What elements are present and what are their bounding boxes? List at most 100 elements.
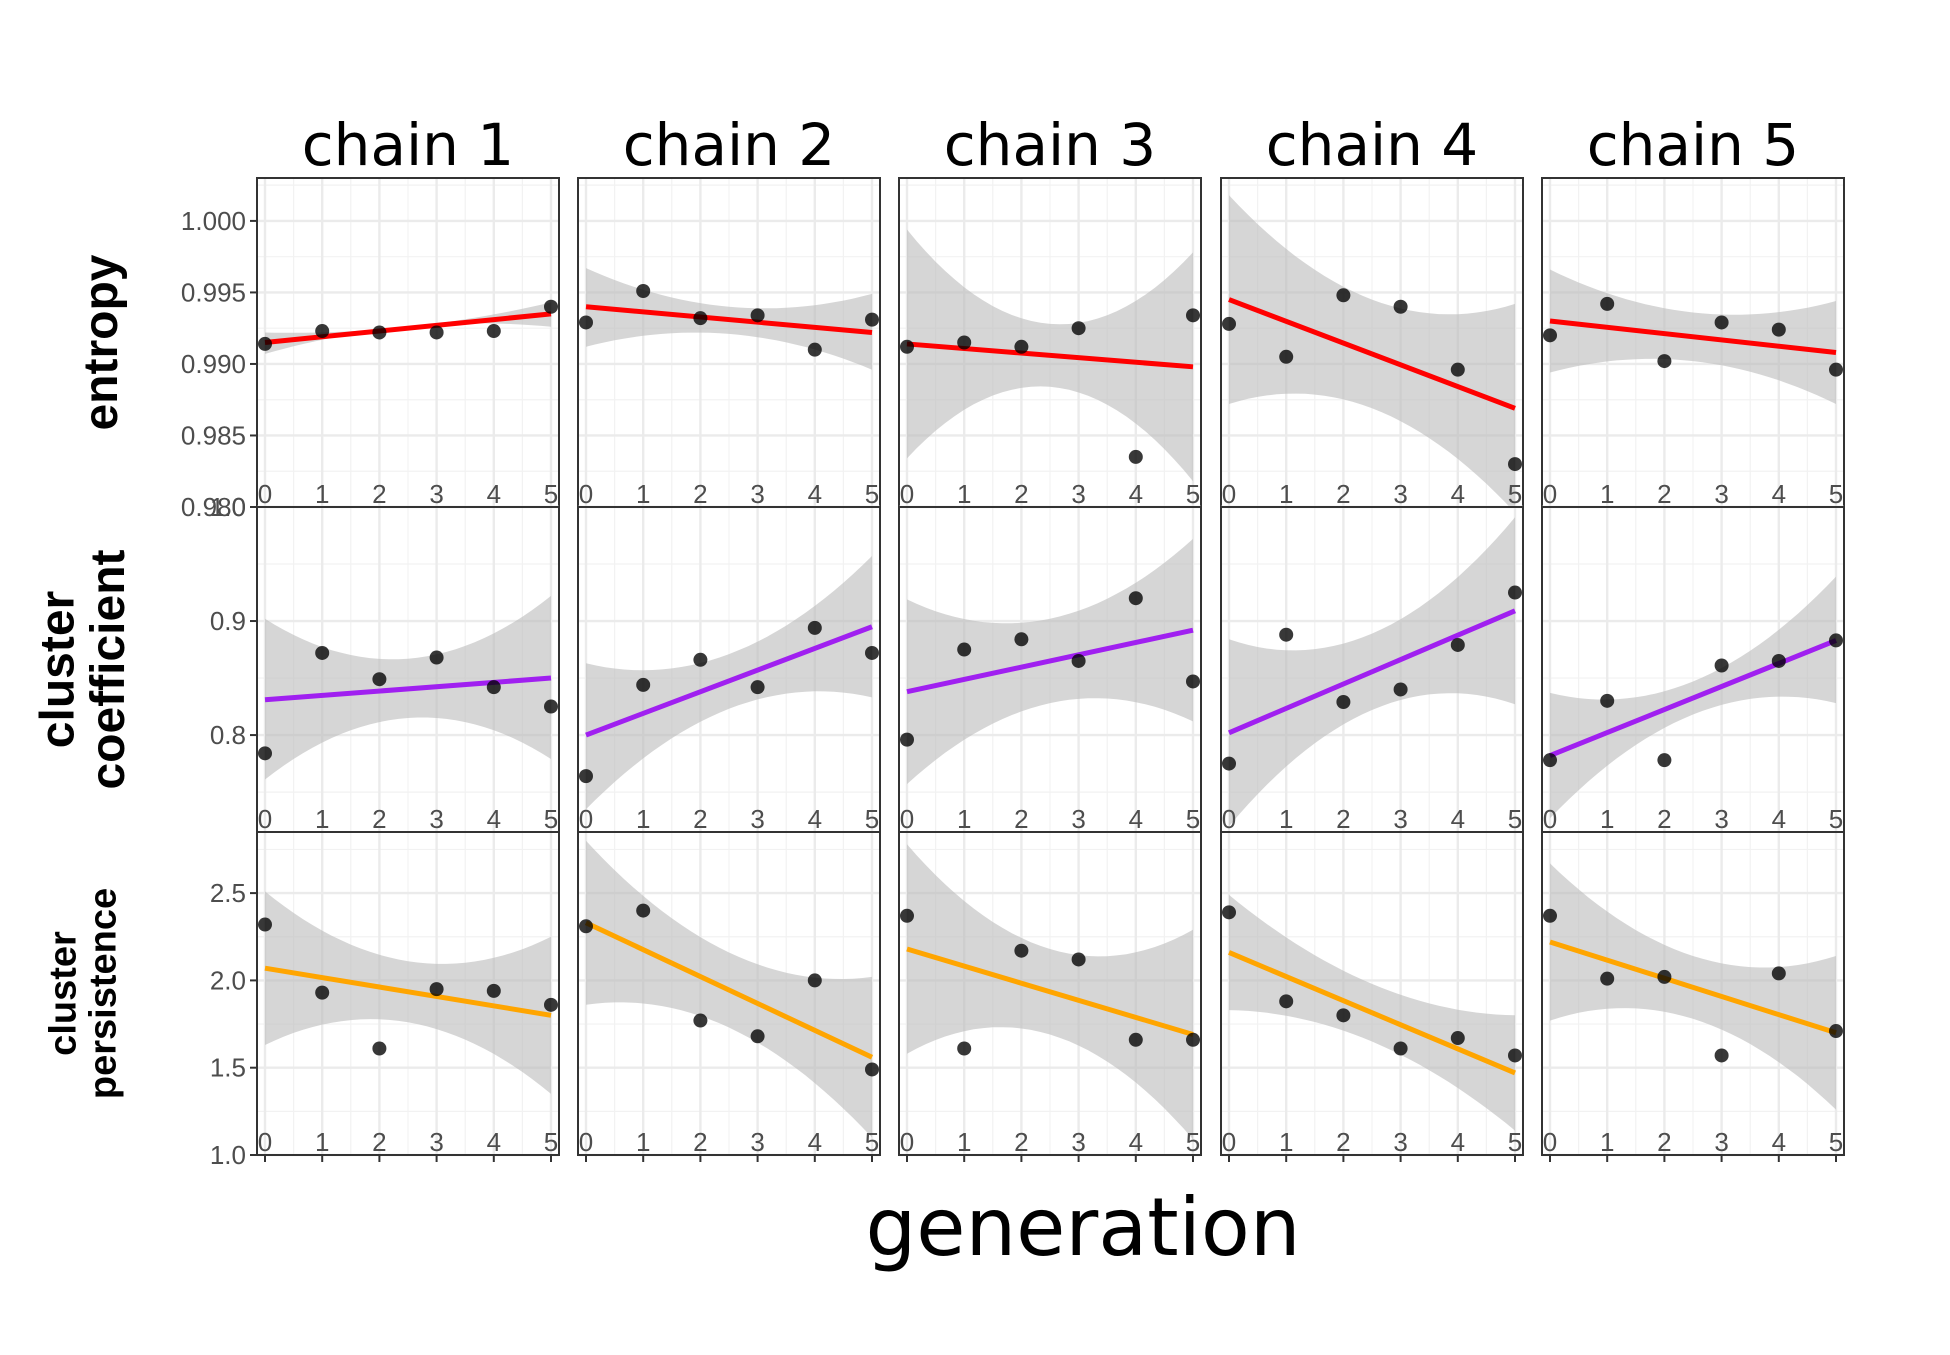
data-point xyxy=(750,308,765,323)
x-tick-label: 0 xyxy=(1222,479,1236,509)
data-point xyxy=(1771,966,1786,981)
x-tick-label: 0 xyxy=(900,1127,914,1157)
x-tick-label: 0 xyxy=(900,804,914,834)
data-point xyxy=(1450,1031,1465,1046)
y-tick-label-entropy-3: 0.995 xyxy=(181,277,246,307)
x-tick-label: 1 xyxy=(636,479,650,509)
data-point xyxy=(957,642,972,657)
x-tick-label: 1 xyxy=(636,1127,650,1157)
facet-title-chain-5: chain 5 xyxy=(1587,111,1799,179)
x-tick-label: 3 xyxy=(1071,1127,1085,1157)
row-title-cluster-persistence-line-1: cluster xyxy=(42,931,84,1056)
data-point xyxy=(900,732,914,747)
x-tick-label: 2 xyxy=(693,804,707,834)
data-point xyxy=(1508,1048,1522,1063)
regression-line xyxy=(906,341,1194,370)
x-tick-label: 5 xyxy=(865,804,879,834)
x-tick-label: 4 xyxy=(808,804,822,834)
data-point xyxy=(1014,339,1029,354)
panel-cluster-persistence-chain-1: 0 1 2 3 4 5 xyxy=(256,831,560,1162)
data-point xyxy=(1393,682,1408,697)
data-point xyxy=(1600,971,1615,986)
data-point xyxy=(1657,969,1672,984)
data-point xyxy=(1279,994,1294,1009)
x-tick-label: 5 xyxy=(1186,1127,1200,1157)
panel-border xyxy=(898,831,1202,1156)
data-point xyxy=(429,650,444,665)
data-point xyxy=(1279,627,1294,642)
data-point xyxy=(900,339,914,354)
x-tick-label: 3 xyxy=(1393,479,1407,509)
x-tick-label: 1 xyxy=(957,1127,971,1157)
data-point xyxy=(315,324,330,339)
x-tick-label: 2 xyxy=(693,479,707,509)
facet-title-chain-3: chain 3 xyxy=(944,111,1156,179)
row-title-cluster-coefficient-line-1: cluster xyxy=(32,591,85,748)
data-point xyxy=(486,983,501,998)
data-point xyxy=(1071,321,1086,336)
x-tick-label: 4 xyxy=(1772,1127,1786,1157)
x-tick-label: 0 xyxy=(1543,1127,1557,1157)
data-point xyxy=(636,903,651,918)
data-point xyxy=(315,985,330,1000)
x-tick-label: 5 xyxy=(1829,1127,1843,1157)
data-point xyxy=(372,672,387,687)
y-tick-label-cluster-coefficient-1: 0.9 xyxy=(210,606,246,636)
regression-line xyxy=(584,920,874,1060)
x-tick-label: 2 xyxy=(1657,804,1671,834)
x-tick-label: 0 xyxy=(1222,804,1236,834)
data-point xyxy=(544,699,558,714)
y-tick-label-cluster-persistence-0: 1.0 xyxy=(210,1140,246,1170)
data-point xyxy=(1829,633,1843,648)
x-tick-label: 2 xyxy=(1014,479,1028,509)
data-point xyxy=(1657,753,1672,768)
y-tick-label-cluster-coefficient-2: 1.0 xyxy=(210,492,246,522)
x-tick-label: 3 xyxy=(1071,804,1085,834)
y-tick-label-cluster-persistence-3: 2.5 xyxy=(210,878,246,908)
data-point xyxy=(258,917,272,932)
confidence-band xyxy=(1229,195,1515,507)
data-point xyxy=(1508,457,1522,472)
data-point xyxy=(865,312,879,327)
panel-cluster-coefficient-chain-4: 0 1 2 3 4 5 xyxy=(1220,505,1524,834)
y-tick-label-entropy-4: 1.000 xyxy=(181,206,246,236)
data-point xyxy=(636,677,651,692)
row-title-entropy: entropy xyxy=(75,254,128,430)
data-point xyxy=(1071,952,1086,967)
data-point xyxy=(750,1029,765,1044)
panel-cluster-coefficient-chain-5: 0 1 2 3 4 5 xyxy=(1541,505,1845,834)
data-point xyxy=(544,299,558,314)
data-point xyxy=(865,1062,879,1077)
row-title-cluster-coefficient-line-2: coefficient xyxy=(82,549,135,789)
x-tick-label: 4 xyxy=(1451,479,1465,509)
x-tick-label: 4 xyxy=(1129,804,1143,834)
facet-title-chain-1: chain 1 xyxy=(302,111,514,179)
facet-title-chain-2: chain 2 xyxy=(623,111,835,179)
panel-entropy-chain-1: 0 1 2 3 4 5 xyxy=(256,177,560,509)
data-point xyxy=(957,335,972,350)
data-point xyxy=(579,769,593,784)
x-tick-label: 1 xyxy=(315,804,329,834)
x-tick-label: 5 xyxy=(1508,1127,1522,1157)
panel-cluster-coefficient-chain-3: 0 1 2 3 4 5 xyxy=(898,505,1202,834)
panel-border xyxy=(1220,831,1524,1156)
data-point xyxy=(1657,354,1672,369)
data-point xyxy=(1771,322,1786,337)
x-tick-label: 0 xyxy=(1222,1127,1236,1157)
regression-line xyxy=(1549,638,1837,758)
y-tick-label-entropy-0: 0.980 xyxy=(181,492,246,522)
x-tick-label: 3 xyxy=(750,479,764,509)
data-point xyxy=(1014,632,1029,647)
x-tick-label: 3 xyxy=(429,479,443,509)
panel-cluster-persistence-chain-2: 0 1 2 3 4 5 xyxy=(577,831,881,1162)
row-title-cluster-persistence-line-2: persistence xyxy=(82,888,124,1099)
data-point xyxy=(429,325,444,340)
x-tick-label: 5 xyxy=(1186,804,1200,834)
x-tick-label: 2 xyxy=(1657,1127,1671,1157)
x-tick-label: 3 xyxy=(1714,1127,1728,1157)
x-tick-label: 4 xyxy=(1129,1127,1143,1157)
data-point xyxy=(1829,362,1843,377)
data-point xyxy=(1714,1048,1729,1063)
x-tick-label: 1 xyxy=(1279,1127,1293,1157)
